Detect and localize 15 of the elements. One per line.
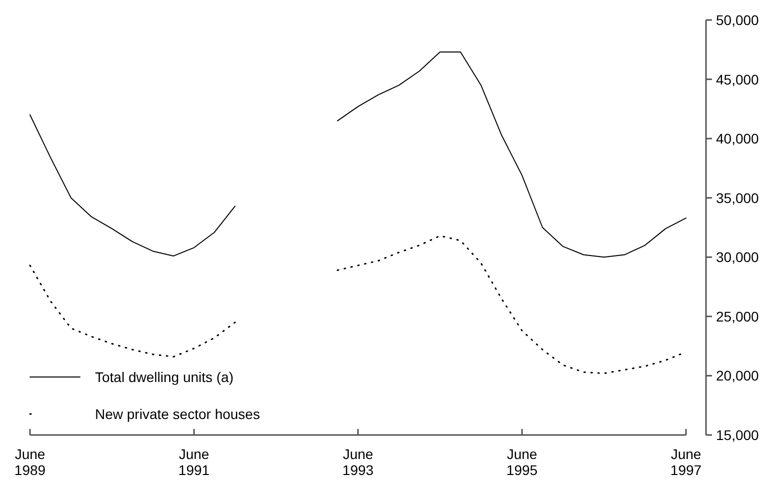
y-tick-label: 20,000	[716, 368, 760, 384]
x-tick-label: June 1993	[342, 446, 374, 478]
x-tick-label: June 1997	[670, 446, 702, 478]
y-tick-label: 45,000	[716, 71, 760, 88]
y-tick-label: 40,000	[716, 130, 760, 147]
y-tick-label: 30,000	[716, 249, 760, 266]
legend-label: Total dwelling units (a)	[95, 369, 234, 385]
x-tick-label: June 1989	[14, 446, 46, 478]
x-tick-label: June 1995	[506, 446, 538, 478]
y-tick-label: 25,000	[716, 308, 760, 324]
y-tick-label: 15,000	[716, 427, 760, 443]
legend-label: New private sector houses	[95, 406, 260, 422]
y-tick-label: 50,000	[716, 12, 760, 28]
x-tick-label: June 1991	[178, 446, 210, 478]
y-tick-label: 35,000	[716, 190, 760, 206]
